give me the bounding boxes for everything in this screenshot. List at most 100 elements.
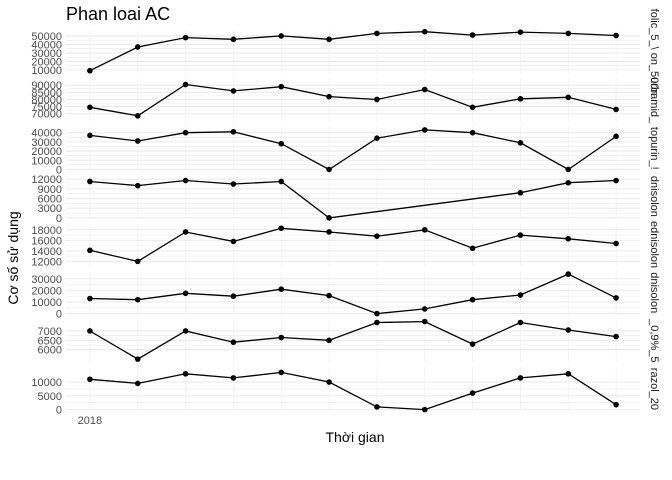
data-point — [278, 334, 285, 341]
series-line — [89, 31, 617, 72]
data-point — [182, 34, 189, 41]
data-point — [421, 318, 428, 325]
data-point — [469, 245, 476, 252]
data-point — [374, 233, 380, 239]
x-axis-title: Thời gian — [326, 429, 385, 445]
data-point — [517, 232, 524, 238]
data-point — [326, 215, 332, 221]
data-point — [421, 127, 428, 133]
data-point — [87, 178, 93, 185]
y-tick-label: 10000 — [31, 155, 62, 167]
facet-strip-label: dnisolon — [648, 272, 660, 313]
data-point — [87, 376, 93, 383]
data-point — [278, 178, 285, 185]
y-tick-label: 70000 — [31, 109, 62, 121]
series-line — [89, 273, 617, 315]
data-point — [134, 296, 141, 303]
data-point — [134, 44, 141, 50]
facet-strip-label: razol_20 — [648, 368, 660, 410]
series-line — [89, 227, 617, 263]
data-point — [565, 179, 572, 186]
data-point — [230, 339, 237, 346]
data-point — [613, 32, 619, 39]
y-tick-label: 16000 — [31, 235, 62, 247]
data-point — [230, 375, 237, 381]
data-point — [278, 286, 285, 293]
data-point — [182, 290, 189, 297]
y-tick-label: 40000 — [31, 128, 62, 140]
data-point — [87, 104, 93, 111]
y-tick-label: 80000 — [31, 94, 62, 106]
data-point — [517, 189, 524, 196]
data-point — [134, 258, 141, 265]
data-point — [565, 370, 572, 377]
y-tick-label: 30000 — [31, 137, 62, 149]
data-point — [469, 32, 476, 38]
series-line — [89, 371, 617, 411]
data-point — [565, 327, 572, 333]
series-line — [89, 129, 617, 171]
data-point — [87, 295, 93, 302]
x-tick-label: 2018 — [78, 415, 102, 427]
y-tick-label: 30000 — [31, 48, 62, 60]
y-tick-label: 14000 — [31, 246, 62, 258]
data-point — [613, 295, 619, 301]
data-point — [421, 28, 428, 35]
data-point — [87, 247, 93, 254]
data-point — [326, 229, 332, 235]
data-point — [87, 67, 93, 74]
data-point — [182, 229, 189, 235]
y-tick-label: 0 — [56, 164, 62, 176]
data-point — [565, 271, 572, 277]
data-point — [182, 177, 189, 184]
series-line — [89, 179, 617, 219]
data-point — [374, 319, 380, 326]
data-point — [278, 225, 285, 232]
data-point — [565, 94, 572, 101]
data-point — [517, 29, 524, 35]
data-point — [278, 33, 285, 39]
data-point — [230, 238, 237, 245]
y-tick-label: 20000 — [31, 285, 62, 297]
data-point — [565, 30, 572, 37]
data-point — [326, 292, 332, 299]
data-point — [517, 319, 524, 326]
data-point — [374, 96, 380, 103]
data-point — [613, 106, 619, 113]
y-tick-label: 50000 — [31, 31, 62, 43]
y-tick-label: 90000 — [31, 80, 62, 92]
data-point — [134, 380, 141, 387]
data-point — [469, 104, 476, 111]
data-point — [421, 227, 428, 233]
data-point — [374, 404, 380, 410]
data-point — [87, 328, 93, 334]
data-point — [374, 135, 380, 142]
y-tick-label: 40000 — [31, 39, 62, 51]
y-tick-label: 12000 — [31, 256, 62, 268]
y-tick-label: 0 — [56, 213, 62, 225]
y-tick-label: 20000 — [31, 146, 62, 158]
y-tick-label: 5000 — [38, 391, 62, 403]
data-point — [613, 177, 619, 184]
data-point — [565, 166, 572, 173]
facet-strip-label: topurin_! — [648, 127, 660, 170]
data-point — [517, 292, 524, 298]
y-tick-label: 0 — [56, 405, 62, 417]
facet-strip-label: dnisolon — [648, 176, 660, 217]
data-point — [182, 328, 189, 334]
data-point — [517, 95, 524, 102]
y-tick-label: 12000 — [31, 174, 62, 186]
y-tick-label: 6000 — [38, 194, 62, 206]
facet-strip-label: folic_5_\ on_500n — [648, 9, 660, 96]
data-point — [421, 86, 428, 93]
chart-title: Phan loai AC — [66, 4, 170, 24]
data-point — [374, 30, 380, 37]
